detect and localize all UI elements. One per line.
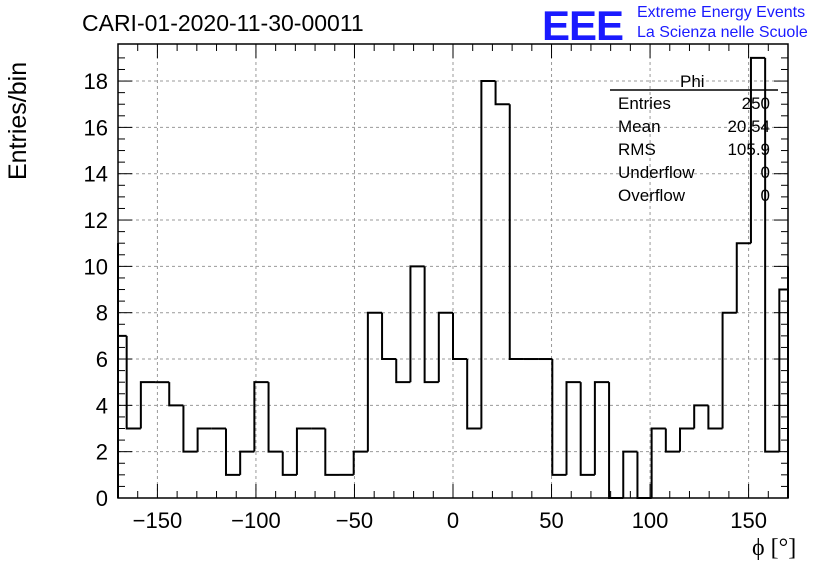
logo-line-1: Extreme Energy Events	[637, 4, 806, 21]
x-tick-label: 100	[632, 508, 669, 533]
chart-title: CARI-01-2020-11-30-00011	[82, 10, 364, 36]
x-tick-label: 50	[539, 508, 563, 533]
histogram-bin	[381, 312, 397, 361]
stats-value: 105.9	[727, 140, 770, 159]
axis-tick-labels: −150 −100 −50 0 50 100 150 0 2 4 6 8 10 12 14 16 18	[84, 69, 767, 533]
stats-value: 20.54	[727, 117, 770, 136]
histogram-bin	[593, 381, 610, 475]
histogram-bin	[182, 405, 198, 453]
histogram-bin	[565, 381, 581, 475]
histogram-bin	[168, 382, 184, 407]
histogram-bin	[735, 242, 751, 313]
histogram-bin	[239, 450, 255, 475]
stats-value: 250	[741, 94, 770, 113]
histogram-bin	[437, 311, 453, 383]
y-tick-label: 8	[96, 301, 108, 326]
histogram-bin	[295, 427, 312, 475]
y-tick-label: 16	[84, 115, 108, 140]
histogram-bin	[551, 359, 567, 476]
histogram-bin	[608, 382, 624, 499]
stats-histogram-name: Phi	[680, 72, 705, 91]
histogram-bin	[508, 104, 524, 361]
histogram-bin	[139, 381, 156, 429]
stats-key: RMS	[618, 140, 656, 159]
stats-key: Overflow	[618, 186, 686, 205]
histogram-bin	[721, 311, 737, 429]
histogram-bin	[466, 359, 482, 430]
x-tick-label: −100	[231, 508, 281, 533]
histogram-bin	[636, 451, 652, 499]
histogram-bars	[117, 56, 789, 499]
stats-value: 0	[760, 186, 770, 205]
histogram-bin	[281, 451, 297, 476]
y-axis-label: Entries/bin	[4, 61, 32, 180]
histogram-bin	[395, 359, 411, 384]
axis-ticks	[117, 44, 789, 499]
stats-value: 0	[760, 163, 770, 182]
histogram-bin	[693, 404, 709, 429]
histogram-bin	[480, 80, 496, 429]
histogram-bin	[196, 427, 212, 452]
histogram-bin	[423, 266, 439, 384]
histogram-bin	[579, 382, 595, 476]
logo-line-2: La Scienza nelle Scuole	[637, 24, 808, 41]
histogram-bin	[622, 450, 638, 498]
x-axis-label: ϕ [°]	[752, 535, 797, 561]
histogram-bin	[409, 265, 425, 383]
histogram-bin	[366, 311, 383, 452]
y-tick-label: 10	[84, 254, 108, 279]
histogram-bin	[224, 428, 241, 476]
histogram-bin	[664, 428, 681, 453]
y-tick-label: 6	[96, 347, 108, 372]
y-tick-label: 18	[84, 69, 108, 94]
histogram-bin	[324, 428, 340, 476]
histogram-bin	[749, 56, 766, 244]
stats-key: Entries	[618, 94, 671, 113]
histogram-bin	[253, 381, 269, 452]
histogram-bin	[452, 312, 468, 361]
histogram-bin	[679, 427, 695, 452]
stats-key: Mean	[618, 117, 661, 136]
histogram-bin	[125, 335, 141, 430]
x-tick-label: 150	[730, 508, 767, 533]
y-tick-label: 12	[84, 208, 108, 233]
x-tick-label: 0	[447, 508, 459, 533]
y-tick-label: 14	[84, 162, 108, 187]
y-tick-label: 0	[96, 486, 108, 511]
histogram-bin	[707, 405, 723, 430]
histogram-bin	[494, 81, 510, 106]
y-tick-label: 2	[96, 440, 108, 465]
histogram-bin	[267, 382, 283, 453]
stats-key: Underflow	[618, 163, 695, 182]
eee-logo: EEE	[542, 2, 624, 49]
histogram-bin	[352, 450, 368, 475]
x-tick-label: −150	[133, 508, 183, 533]
y-tick-label: 4	[96, 393, 108, 418]
x-tick-label: −50	[336, 508, 373, 533]
grid-lines	[118, 44, 788, 499]
histogram-bin	[650, 427, 666, 498]
